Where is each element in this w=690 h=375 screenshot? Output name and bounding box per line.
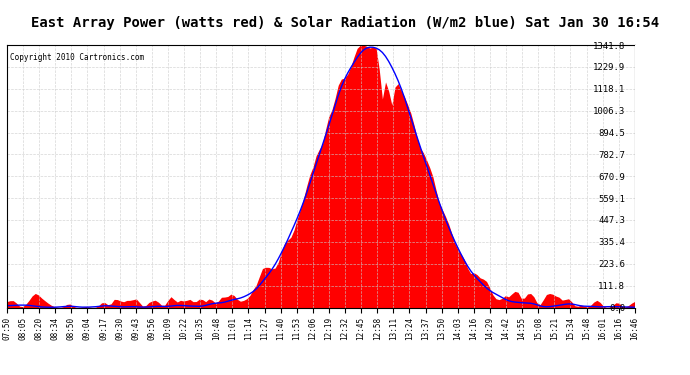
Text: Copyright 2010 Cartronics.com: Copyright 2010 Cartronics.com (10, 53, 144, 62)
Text: East Array Power (watts red) & Solar Radiation (W/m2 blue) Sat Jan 30 16:54: East Array Power (watts red) & Solar Rad… (31, 15, 659, 30)
